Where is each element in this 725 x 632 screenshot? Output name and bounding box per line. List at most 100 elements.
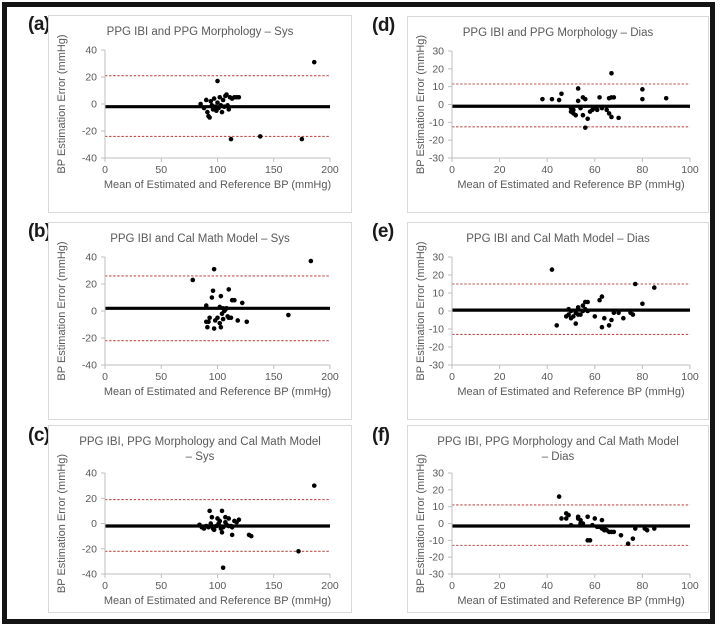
data-point xyxy=(632,526,638,531)
data-point xyxy=(554,323,560,328)
x-tick-label: 50 xyxy=(155,371,167,383)
data-point xyxy=(652,285,657,290)
y-tick-label: 0 xyxy=(91,99,97,111)
data-point xyxy=(209,514,215,520)
chart-title: PPG IBI and PPG Morphology – Dias xyxy=(408,17,708,41)
data-point xyxy=(578,105,583,111)
data-point xyxy=(630,312,636,317)
y-tick-label: -10 xyxy=(429,117,444,129)
data-point xyxy=(630,536,636,541)
chart-title: PPG IBI and Cal Math Model – Dias xyxy=(408,223,708,247)
x-tick-label: 0 xyxy=(449,164,455,176)
data-point xyxy=(599,294,605,299)
bland-altman-panel-e: PPG IBI and Cal Math Model – Dias 0 20 40 6… xyxy=(407,222,709,420)
y-tick-label: -20 xyxy=(429,552,444,564)
y-tick-label: 40 xyxy=(85,468,97,480)
data-point xyxy=(575,98,581,104)
y-tick-label: 40 xyxy=(85,45,97,57)
data-point xyxy=(228,315,234,321)
data-point xyxy=(208,521,214,526)
x-tick-label: 100 xyxy=(209,164,227,176)
x-tick-label: 0 xyxy=(449,580,455,592)
x-tick-label: 0 xyxy=(102,164,108,176)
data-point xyxy=(205,324,210,330)
y-axis-title: BP Estimation Error (mmHg) xyxy=(56,454,68,593)
data-point xyxy=(582,96,588,102)
data-point xyxy=(592,314,598,319)
data-point xyxy=(640,87,645,92)
data-point xyxy=(235,318,241,323)
data-point xyxy=(640,301,645,307)
data-point xyxy=(206,319,211,325)
data-point xyxy=(207,315,212,321)
data-point xyxy=(201,105,207,111)
x-tick-label: 100 xyxy=(681,580,699,592)
y-tick-label: 40 xyxy=(85,252,97,264)
data-point xyxy=(207,508,212,514)
y-tick-label: -20 xyxy=(82,126,97,138)
data-point xyxy=(556,97,562,103)
data-point xyxy=(571,107,576,113)
data-point xyxy=(590,522,595,528)
chart-title: PPG IBI and Cal Math Model – Sys xyxy=(49,223,351,247)
chart-title-line1: PPG IBI and Cal Math Model – Sys xyxy=(110,233,290,245)
x-tick-label: 150 xyxy=(265,164,283,176)
data-point xyxy=(299,136,305,142)
data-point xyxy=(226,516,232,521)
x-tick-label: 0 xyxy=(449,371,455,383)
data-point xyxy=(580,112,586,118)
data-point xyxy=(599,105,605,111)
y-tick-label: -20 xyxy=(82,543,97,555)
data-point xyxy=(597,297,602,303)
data-point xyxy=(606,323,612,328)
data-point xyxy=(228,136,234,142)
data-point xyxy=(568,522,574,528)
y-axis-title: BP Estimation Error (mmHg) xyxy=(56,241,68,380)
data-point xyxy=(540,96,545,102)
data-point xyxy=(211,527,217,533)
data-point xyxy=(573,112,579,118)
y-tick-label: 0 xyxy=(91,306,97,318)
panel-label-c: (c) xyxy=(28,425,50,446)
data-point xyxy=(585,514,590,520)
data-point xyxy=(599,517,605,523)
y-tick-label: 10 xyxy=(432,501,444,513)
x-tick-label: 100 xyxy=(209,371,227,383)
x-tick-label: 60 xyxy=(589,371,601,383)
data-point xyxy=(211,326,217,331)
chart-title: PPG IBI and PPG Morphology – Sys xyxy=(49,16,351,40)
data-point xyxy=(616,310,621,316)
x-tick-label: 60 xyxy=(589,164,601,176)
data-point xyxy=(604,107,609,113)
data-point xyxy=(224,92,229,97)
chart-title-line1: PPG IBI, PPG Morphology and Cal Math Mod… xyxy=(79,436,321,448)
data-point xyxy=(632,281,638,287)
chart-title-line1: PPG IBI, PPG Morphology and Cal Math Mod… xyxy=(437,436,679,448)
data-point xyxy=(559,516,564,521)
data-point xyxy=(208,99,214,104)
y-tick-label: 10 xyxy=(432,288,444,300)
data-point xyxy=(585,116,590,122)
y-tick-label: -30 xyxy=(429,360,444,372)
data-point xyxy=(206,524,211,530)
x-tick-label: 150 xyxy=(265,580,283,592)
data-point xyxy=(599,324,605,330)
data-point xyxy=(211,266,217,272)
data-point xyxy=(609,317,614,323)
data-point xyxy=(568,308,574,314)
data-point xyxy=(585,308,590,314)
chart-title: PPG IBI, PPG Morphology and Cal Math Mod… xyxy=(49,426,351,465)
data-point xyxy=(229,532,235,538)
x-axis-title: Mean of Estimated and Reference BP (mmHg… xyxy=(457,179,684,191)
y-axis-title: BP Estimation Error (mmHg) xyxy=(56,34,68,173)
data-point xyxy=(611,310,617,316)
x-tick-label: 20 xyxy=(494,580,506,592)
data-point xyxy=(652,526,657,531)
y-tick-label: 0 xyxy=(438,518,444,530)
data-point xyxy=(625,541,631,546)
data-point xyxy=(578,517,583,523)
y-tick-label: -40 xyxy=(82,360,97,372)
chart-title-line1: PPG IBI and Cal Math Model – Dias xyxy=(466,233,650,245)
x-tick-label: 50 xyxy=(155,164,167,176)
